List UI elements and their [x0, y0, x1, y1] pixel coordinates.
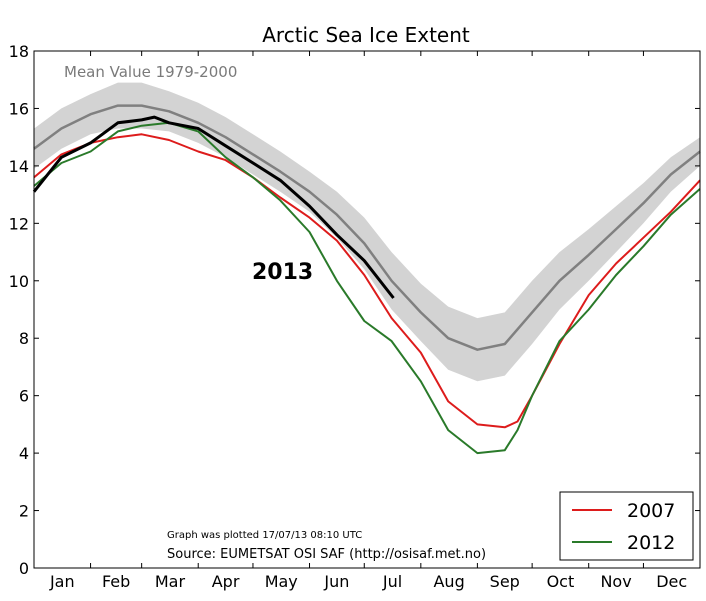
y-tick-label: 0 — [19, 559, 29, 578]
mean-line — [33, 104, 701, 351]
y-tick-label: 14 — [9, 157, 29, 176]
y-tick-label: 18 — [9, 42, 29, 61]
x-tick-label: May — [265, 572, 298, 591]
x-tick-label: Jan — [49, 572, 75, 591]
x-tick-label: Mar — [155, 572, 186, 591]
mean-value-label: Mean Value 1979-2000 — [64, 63, 237, 81]
source-note: Source: EUMETSAT OSI SAF (http://osisaf.… — [167, 547, 486, 562]
plotted-note: Graph was plotted 17/07/13 08:10 UTC — [167, 530, 362, 541]
x-tick-label: Sep — [490, 572, 520, 591]
x-tick-label: Nov — [600, 572, 631, 591]
x-tick-label: Jun — [323, 572, 349, 591]
x-tick-label: Jul — [382, 572, 402, 591]
chart-title: Arctic Sea Ice Extent — [262, 23, 470, 47]
x-axis: Jan Feb Mar Apr May Jun Jul Aug Sep Oct Nov Dec — [49, 51, 687, 591]
y-tick-label: 2 — [19, 502, 29, 521]
legend: 2007 2012 — [559, 491, 694, 561]
y-tick-label: 10 — [9, 272, 29, 291]
series-lines-layer — [32, 104, 701, 455]
legend-box — [559, 491, 694, 561]
y-tick-label: 12 — [9, 214, 29, 233]
x-tick-label: Oct — [547, 572, 575, 591]
line-2013 — [32, 115, 395, 299]
y-tick-label: 16 — [9, 99, 29, 118]
y-tick-label: 8 — [19, 329, 29, 348]
mean-range-band-layer — [34, 82, 700, 382]
x-tick-label: Feb — [102, 572, 130, 591]
line-2007 — [33, 133, 701, 429]
plot-frame — [33, 50, 701, 569]
x-tick-label: Apr — [212, 572, 240, 591]
x-tick-label: Aug — [433, 572, 464, 591]
legend-label-2012: 2012 — [627, 532, 675, 554]
legend-label-2007: 2007 — [627, 500, 675, 522]
y-tick-label: 6 — [19, 387, 29, 406]
annotation-2013: 2013 — [252, 260, 313, 285]
y-tick-label: 4 — [19, 444, 29, 463]
y-axis: 0 2 4 6 8 10 12 14 16 18 — [9, 42, 700, 578]
x-tick-label: Dec — [656, 572, 687, 591]
line-2012 — [33, 121, 701, 455]
mean-range-band — [34, 82, 700, 382]
